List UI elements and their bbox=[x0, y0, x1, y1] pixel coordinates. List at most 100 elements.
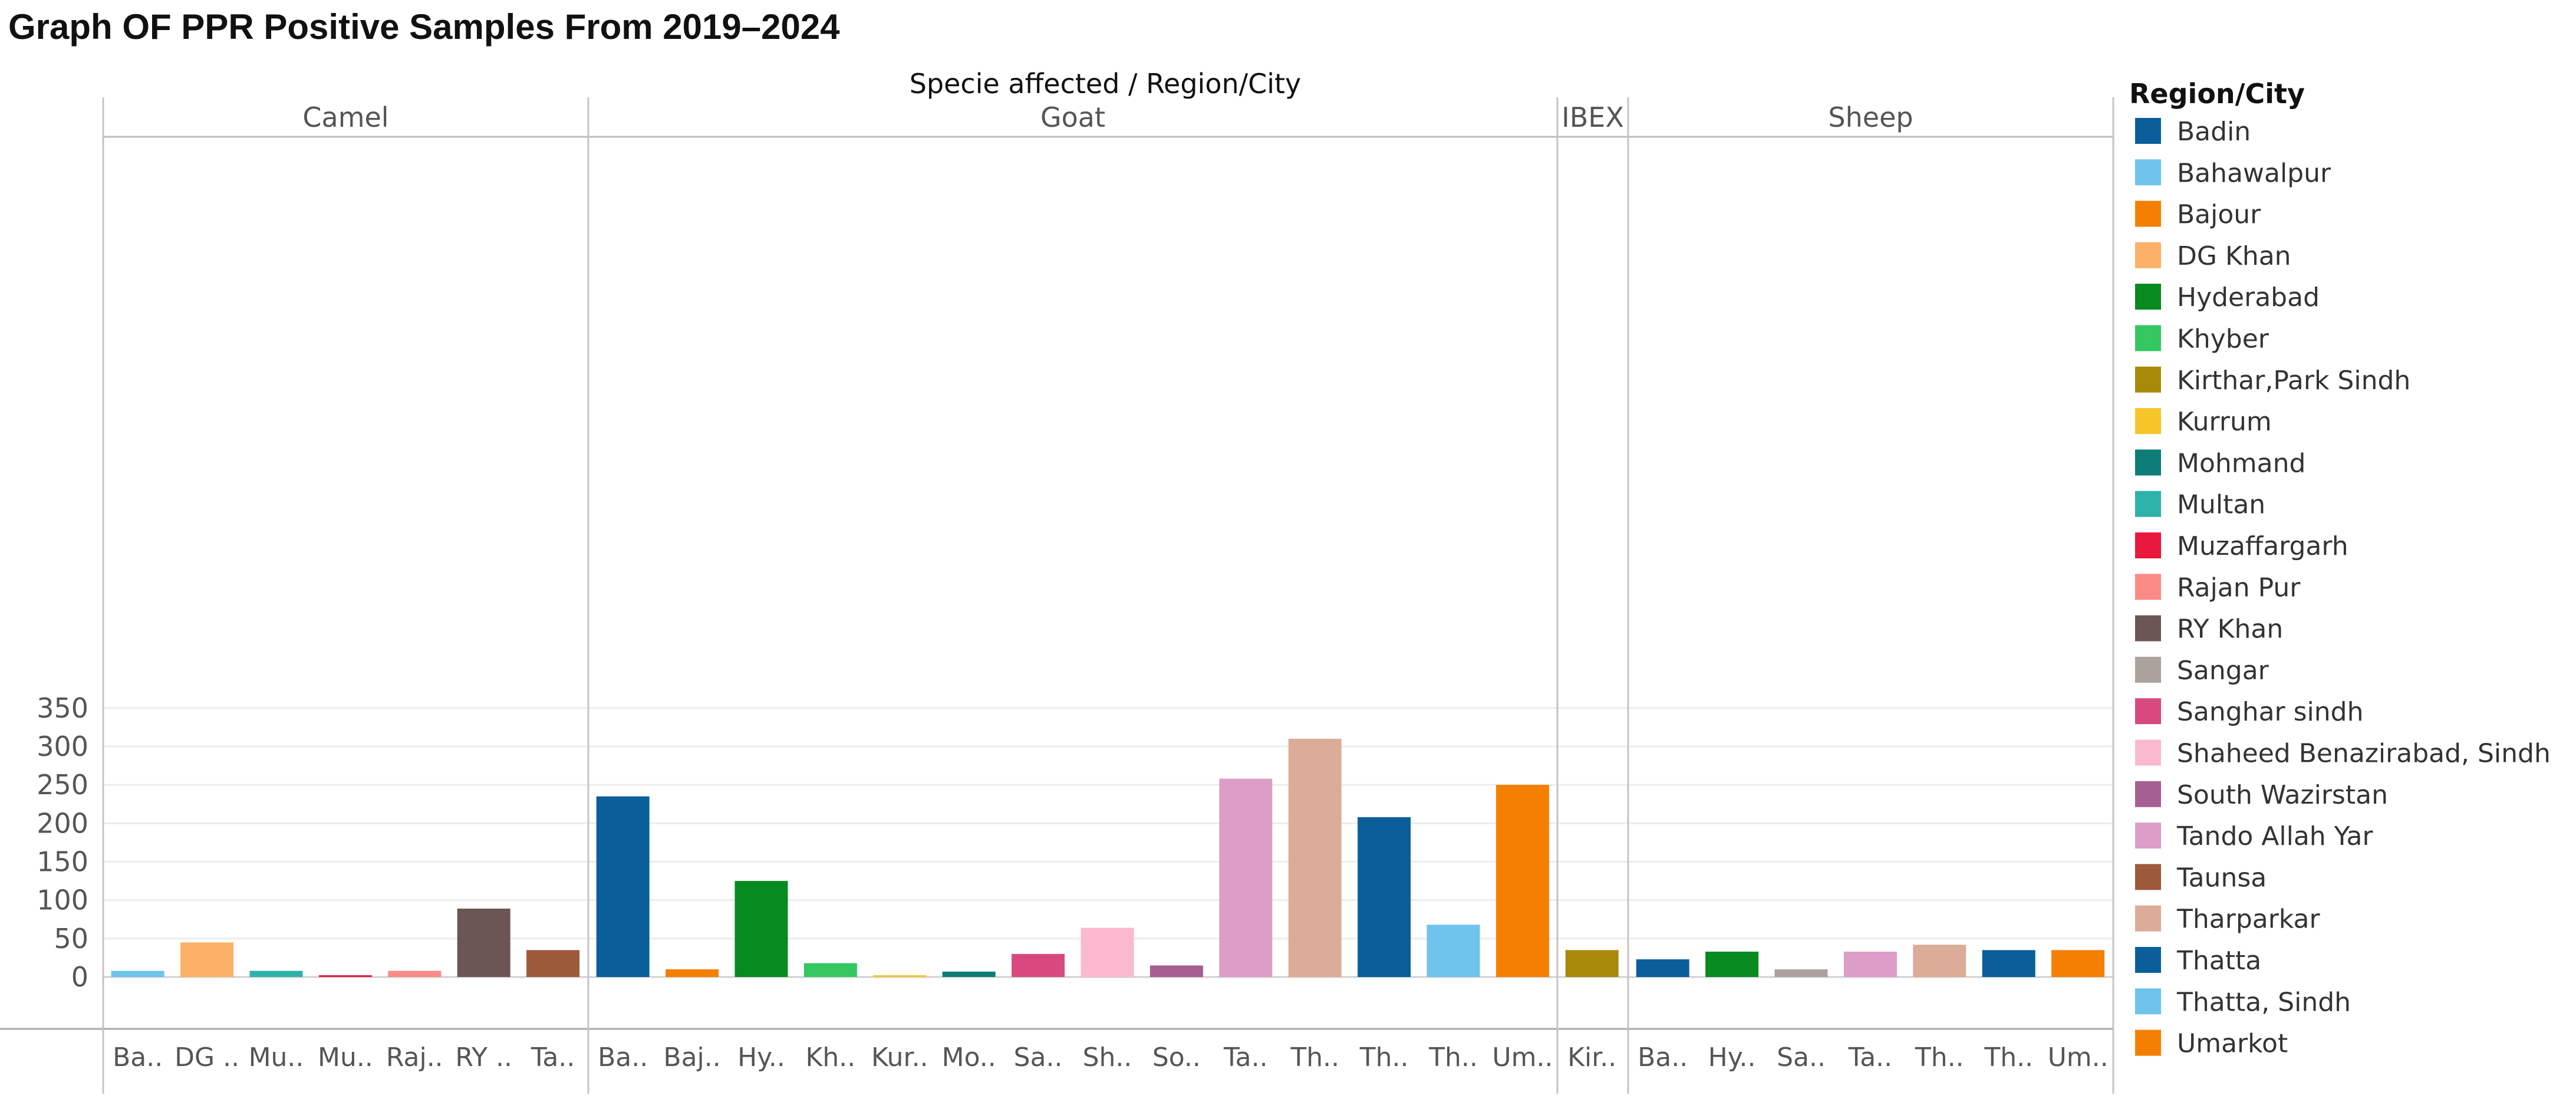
category-label: Th.. bbox=[1915, 1042, 1964, 1073]
legend-swatch bbox=[2135, 532, 2161, 558]
bar-camel-dg-khan[interactable] bbox=[180, 942, 234, 977]
pane-frame bbox=[0, 97, 2114, 1094]
legend: Region/City Badin Bahawalpur Bajour DG Khan… bbox=[2129, 78, 2551, 1059]
bar-ibex-kirthar-park-sindh[interactable] bbox=[1565, 950, 1619, 977]
category-label: Th.. bbox=[1984, 1042, 2033, 1073]
category-label: Ba.. bbox=[113, 1042, 163, 1073]
y-tick-label: 50 bbox=[54, 923, 88, 955]
category-label: Raj.. bbox=[386, 1042, 443, 1073]
legend-swatch bbox=[2135, 739, 2161, 766]
legend-item-label[interactable]: Sangar bbox=[2177, 656, 2269, 686]
bar-sheep-tharparkar[interactable] bbox=[1913, 945, 1966, 977]
legend-swatch bbox=[2135, 615, 2161, 642]
bar-sheep-hyderabad[interactable] bbox=[1705, 951, 1759, 977]
bar-goat-bajour[interactable] bbox=[666, 969, 719, 977]
legend-item-label[interactable]: Thatta bbox=[2176, 946, 2261, 976]
bar-sheep-badin[interactable] bbox=[1636, 959, 1689, 977]
category-label: Ta.. bbox=[531, 1042, 575, 1073]
legend-item-label[interactable]: Mohmand bbox=[2177, 448, 2305, 478]
legend-swatch bbox=[2135, 366, 2161, 393]
legend-item-label[interactable]: Khyber bbox=[2177, 324, 2269, 354]
legend-swatch bbox=[2135, 656, 2161, 683]
bar-goat-shaheed-benazirabad-sindh[interactable] bbox=[1081, 927, 1134, 977]
legend-item-label[interactable]: Rajan Pur bbox=[2177, 573, 2301, 603]
legend-swatch bbox=[2135, 698, 2161, 725]
legend-swatch bbox=[2135, 242, 2161, 268]
legend-title: Region/City bbox=[2129, 78, 2305, 110]
legend-item-label[interactable]: Badin bbox=[2177, 117, 2251, 147]
bar-goat-sanghar-sindh[interactable] bbox=[1012, 953, 1065, 977]
category-label: RY .. bbox=[455, 1042, 512, 1073]
bar-goat-khyber[interactable] bbox=[803, 963, 857, 977]
bar-goat-thatta[interactable] bbox=[1358, 817, 1411, 977]
bar-camel-rajan-pur[interactable] bbox=[388, 971, 442, 977]
bar-goat-badin[interactable] bbox=[596, 796, 650, 977]
column-header: Specie affected / Region/City bbox=[910, 68, 1302, 100]
bar-camel-ry-khan[interactable] bbox=[457, 908, 510, 977]
bar-camel-muzaffargarh[interactable] bbox=[318, 975, 372, 977]
legend-swatch bbox=[2135, 408, 2161, 435]
bar-goat-umarkot[interactable] bbox=[1495, 785, 1549, 977]
bar-camel-taunsa[interactable] bbox=[526, 950, 580, 977]
legend-item-label[interactable]: Taunsa bbox=[2176, 863, 2267, 893]
bar-goat-south-wazirstan[interactable] bbox=[1149, 965, 1203, 977]
bar-sheep-thatta[interactable] bbox=[1982, 950, 2035, 977]
category-label: Hy.. bbox=[737, 1042, 785, 1073]
category-label: Kur.. bbox=[871, 1042, 928, 1073]
legend-swatch bbox=[2135, 1029, 2161, 1056]
category-label: DG .. bbox=[174, 1042, 239, 1073]
legend-item-label[interactable]: Bahawalpur bbox=[2177, 158, 2331, 188]
legend-item-label[interactable]: Bajour bbox=[2177, 200, 2261, 230]
bar-goat-kurrum[interactable] bbox=[873, 975, 927, 977]
legend-swatch bbox=[2135, 781, 2161, 807]
legend-item-label[interactable]: Umarkot bbox=[2177, 1029, 2288, 1059]
y-tick-label: 350 bbox=[37, 692, 88, 724]
legend-item-label[interactable]: DG Khan bbox=[2177, 241, 2291, 271]
legend-item-label[interactable]: Tharparkar bbox=[2176, 904, 2320, 935]
category-label: Sa.. bbox=[1014, 1042, 1063, 1073]
legend-item-label[interactable]: Kurrum bbox=[2177, 407, 2272, 437]
bar-sheep-sangar[interactable] bbox=[1774, 969, 1828, 977]
legend-item-label[interactable]: Tando Allah Yar bbox=[2176, 821, 2373, 851]
bar-sheep-tando-allah-yar[interactable] bbox=[1843, 951, 1897, 977]
category-label: Mo.. bbox=[942, 1042, 996, 1073]
legend-swatch bbox=[2135, 905, 2161, 932]
bar-goat-tharparkar[interactable] bbox=[1288, 738, 1342, 977]
bars bbox=[111, 738, 2105, 977]
category-label: Mu.. bbox=[249, 1042, 304, 1073]
legend-item-label[interactable]: Hyderabad bbox=[2177, 282, 2320, 312]
category-label: Hy.. bbox=[1708, 1042, 1756, 1073]
legend-swatch bbox=[2135, 823, 2161, 849]
legend-item-label[interactable]: Sanghar sindh bbox=[2177, 697, 2364, 727]
legend-swatch bbox=[2135, 325, 2161, 351]
bar-goat-mohmand[interactable] bbox=[942, 971, 996, 977]
legend-swatch bbox=[2135, 449, 2161, 476]
category-label: Ta.. bbox=[1223, 1042, 1268, 1073]
labels: 0 50 100 150 200 250 300 350 Camel Ba.. DG .. Mu.. M… bbox=[37, 101, 2108, 1073]
y-tick-label: 250 bbox=[37, 769, 88, 801]
bar-goat-thatta-sindh[interactable] bbox=[1427, 925, 1480, 977]
bar-camel-bahawalpur[interactable] bbox=[111, 971, 164, 977]
legend-item-label[interactable]: Muzaffargarh bbox=[2177, 531, 2348, 561]
legend-swatch bbox=[2135, 574, 2161, 600]
category-label: Ta.. bbox=[1848, 1042, 1893, 1073]
category-label: Kir.. bbox=[1567, 1042, 1616, 1073]
legend-item-label[interactable]: South Wazirstan bbox=[2177, 780, 2388, 810]
bar-goat-tando-allah-yar[interactable] bbox=[1219, 778, 1273, 977]
category-label: Mu.. bbox=[318, 1042, 373, 1073]
bar-sheep-umarkot[interactable] bbox=[2051, 950, 2105, 977]
category-label: So.. bbox=[1152, 1042, 1201, 1073]
legend-item-label[interactable]: Kirthar,Park Sindh bbox=[2177, 366, 2410, 396]
legend-item-label[interactable]: Shaheed Benazirabad, Sindh bbox=[2177, 739, 2551, 769]
legend-item-label[interactable]: RY Khan bbox=[2177, 614, 2283, 644]
category-label: Baj.. bbox=[663, 1042, 720, 1073]
gridlines bbox=[103, 707, 2113, 978]
bar-goat-hyderabad[interactable] bbox=[734, 881, 788, 977]
legend-item-label[interactable]: Multan bbox=[2177, 490, 2265, 520]
legend-swatch bbox=[2135, 118, 2161, 144]
bar-camel-multan[interactable] bbox=[249, 971, 303, 977]
legend-swatch bbox=[2135, 159, 2161, 186]
legend-item-label[interactable]: Thatta, Sindh bbox=[2176, 987, 2351, 1017]
legend-swatch bbox=[2135, 284, 2161, 310]
